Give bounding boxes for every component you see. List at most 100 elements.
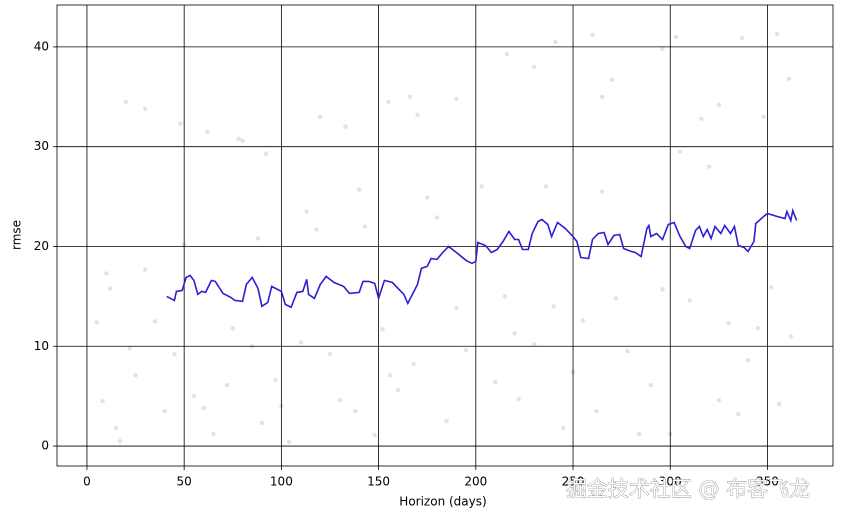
scatter-point [201, 405, 206, 411]
scatter-point [739, 35, 745, 41]
scatter-point [152, 319, 158, 324]
scatter-point [172, 352, 177, 357]
y-tick-label: 40 [34, 39, 49, 53]
scatter-point [600, 189, 605, 194]
scatter-point [504, 51, 510, 57]
scatter-point [788, 334, 794, 339]
scatter-point [372, 432, 377, 438]
scatter-point [434, 215, 440, 220]
x-tick-label: 350 [756, 475, 779, 489]
scatter-point [143, 106, 148, 111]
scatter-point [259, 420, 265, 426]
scatter-point [425, 195, 430, 200]
scatter-point [356, 187, 362, 192]
watermark: 掘金技术社区 @ 布客飞龙 [566, 477, 810, 501]
scatter-point [108, 286, 113, 291]
plot-frame [56, 4, 834, 467]
scatter-point [407, 94, 412, 100]
scatter-point [551, 304, 556, 309]
scatter-point [660, 46, 665, 52]
scatter-point [415, 112, 420, 117]
scatter-point [211, 431, 216, 437]
scatter-point [516, 396, 521, 402]
scatter-point [236, 136, 241, 141]
scatter-point [706, 164, 712, 169]
scatter-point [298, 340, 304, 345]
scatter-point [660, 287, 665, 292]
scatter-point [493, 379, 498, 385]
scatter-point [648, 382, 654, 388]
scatter-point [512, 331, 517, 336]
x-axis-label: Horizon (days) [399, 495, 486, 509]
scatter-point [786, 76, 792, 82]
scatter-point [699, 116, 704, 121]
x-tick-label: 50 [177, 475, 192, 489]
scatter-point [143, 267, 148, 272]
scatter-point [327, 352, 333, 357]
scatter-point [318, 114, 323, 119]
scatter-point [205, 129, 210, 134]
scatter-point [123, 99, 129, 104]
scatter-point [286, 439, 292, 445]
scatter-point [479, 184, 484, 189]
scatter-point [395, 387, 401, 393]
scatter-point [362, 224, 368, 229]
scatter-point [94, 320, 99, 325]
scatter-point [561, 425, 566, 431]
scatter-point [716, 397, 722, 403]
scatter-point [100, 398, 105, 404]
x-tick-label: 250 [562, 475, 585, 489]
y-axis-label: rmse [10, 220, 24, 250]
scatter-point [386, 99, 391, 104]
scatter-point [531, 64, 537, 70]
y-tick-label: 10 [34, 339, 49, 353]
scatter-point [337, 397, 342, 403]
x-tick-label: 300 [659, 475, 682, 489]
scatter-point [104, 271, 109, 276]
scatter-point [609, 77, 615, 83]
scatter-point [113, 425, 119, 431]
y-tick-label: 30 [34, 139, 49, 153]
scatter-point [454, 96, 459, 101]
scatter-point [590, 32, 595, 38]
scatter-point [388, 372, 393, 378]
scatter-point [636, 431, 642, 437]
scatter-point [304, 209, 309, 214]
scatter-point [673, 34, 679, 40]
scatter-point [594, 408, 599, 414]
scatter-point [677, 149, 683, 154]
scatter-point [263, 151, 269, 156]
scatter-point [444, 418, 449, 424]
scatter-point [162, 408, 167, 414]
scatter-point [230, 326, 235, 331]
scatter-point [502, 294, 508, 299]
scatter-point [600, 94, 605, 100]
scatter-point [761, 114, 766, 119]
x-tick-label: 0 [83, 475, 91, 489]
rmse-line [166, 207, 798, 309]
y-tick-label: 20 [34, 239, 49, 253]
x-tick-label: 100 [270, 475, 293, 489]
scatter-point [736, 411, 741, 417]
scatter-point [769, 285, 774, 290]
scatter-point [774, 31, 780, 37]
scatter-point [580, 318, 585, 323]
scatter-point [273, 377, 278, 383]
scatter-point [726, 321, 731, 326]
scatter-point [127, 346, 132, 351]
scatter-point [745, 358, 751, 363]
scatter-point [353, 408, 358, 414]
scatter-point [716, 102, 722, 107]
scatter-point [531, 342, 537, 347]
scatter-point [687, 298, 692, 303]
scatter-point [454, 306, 459, 311]
scatter-point [776, 401, 782, 407]
scatter-point [191, 393, 197, 399]
scatter-point [314, 227, 319, 232]
scatter-point [553, 39, 558, 45]
x-tick-label: 150 [367, 475, 390, 489]
scatter-point [255, 236, 261, 241]
scatter-point [625, 349, 630, 354]
scatter-point [224, 382, 230, 388]
